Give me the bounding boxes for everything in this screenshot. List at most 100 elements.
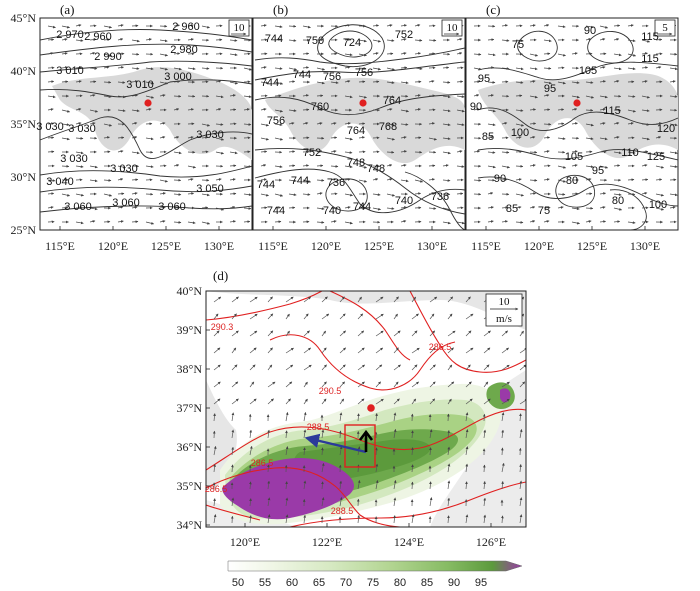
- x-tick-115e-panel-c: 115°E: [471, 239, 501, 253]
- wind-vector: [585, 38, 592, 41]
- panel-c-contour-label: 85: [482, 131, 494, 143]
- wind-vector: [442, 80, 451, 84]
- wind-vector: [571, 150, 578, 153]
- colorbar-labels: 50 55 60 65 70 75 80 85 90 95: [232, 577, 487, 589]
- wind-vector: [372, 24, 380, 27]
- x-tick-120e-panel-c: 120°E: [524, 239, 554, 253]
- wind-vector: [231, 313, 237, 320]
- wind-vector: [117, 220, 124, 223]
- panel-b-contour-label: 760: [311, 101, 329, 113]
- wind-vector: [229, 81, 238, 85]
- wind-vector: [249, 481, 252, 490]
- wind-vector: [411, 381, 419, 388]
- wind-vector: [288, 67, 298, 71]
- wind-vector: [501, 150, 510, 154]
- wind-vector: [47, 179, 56, 182]
- wind-vector: [89, 109, 99, 113]
- wind-vector: [344, 80, 351, 83]
- wind-vector: [267, 364, 273, 371]
- wind-vector: [274, 123, 283, 127]
- panel-c-contour-label: 80: [566, 175, 578, 187]
- wind-vector: [487, 165, 496, 169]
- wind-vector: [316, 192, 323, 195]
- panel-d-ref-value: 10: [499, 296, 511, 308]
- wind-vector: [442, 207, 452, 211]
- wind-vector: [515, 136, 522, 139]
- wind-vector: [515, 178, 522, 181]
- wind-vector: [483, 381, 489, 388]
- panel-b-wind-vectors: [260, 24, 465, 225]
- wind-vector: [159, 81, 169, 85]
- wind-vector: [655, 207, 665, 211]
- wind-vector: [400, 38, 407, 41]
- wind-vector: [501, 429, 505, 439]
- wind-vector: [442, 137, 451, 141]
- wind-vector: [357, 381, 365, 388]
- wind-vector: [187, 165, 196, 169]
- wind-vector: [61, 206, 69, 210]
- wind-vector: [131, 122, 138, 125]
- panel-b-contour-label: 756: [355, 67, 373, 79]
- panel-c-contour-label: 115: [641, 53, 659, 65]
- wind-vector: [215, 178, 222, 181]
- panel-a-contour-label: 3 030: [110, 163, 138, 175]
- wind-vector: [447, 430, 451, 439]
- panel-b-contour-label: 748: [367, 163, 385, 175]
- panel-d-track-arrow: [304, 433, 367, 454]
- wind-vector: [339, 296, 345, 303]
- wind-vector: [131, 67, 140, 70]
- panel-b-contour-label: 764: [347, 125, 365, 137]
- wind-vector: [627, 178, 635, 182]
- wind-vector: [519, 480, 523, 490]
- wind-vector: [372, 207, 381, 211]
- panel-b-contour-label: 748: [347, 157, 365, 169]
- wind-vector: [285, 381, 293, 388]
- wind-vector: [400, 52, 407, 55]
- wind-vector: [400, 66, 408, 70]
- panel-d-y-axis: 40°N 39°N 38°N 37°N 36°N 35°N 34°N: [177, 284, 210, 532]
- wind-vector: [339, 330, 346, 337]
- wind-vector: [274, 193, 284, 197]
- panel-b-contour-label: 736: [431, 191, 449, 203]
- wind-vector: [357, 347, 365, 354]
- wind-vector: [267, 313, 274, 320]
- panel-c-contours: [477, 30, 678, 230]
- wind-vector: [599, 165, 609, 169]
- wind-vector: [414, 108, 421, 111]
- wind-vector: [447, 364, 453, 371]
- wind-vector: [243, 220, 251, 224]
- wind-vector: [249, 498, 252, 507]
- wind-vector: [47, 108, 54, 111]
- wind-vector: [447, 398, 452, 405]
- wind-vector: [288, 39, 297, 42]
- wind-vector: [414, 38, 423, 42]
- wind-vector: [117, 178, 124, 181]
- wind-vector: [400, 109, 409, 113]
- wind-vector: [655, 165, 665, 169]
- wind-vector: [229, 108, 237, 112]
- panel-b-contour-label: 744: [267, 205, 285, 217]
- x-tick-125e-panel-a: 125°E: [151, 239, 181, 253]
- wind-vector: [599, 66, 606, 69]
- panel-a-contour-label: 3 030: [60, 153, 88, 165]
- wind-vector: [375, 313, 384, 320]
- wind-vector: [330, 164, 339, 168]
- wind-vector: [131, 178, 139, 182]
- wind-vector: [429, 330, 436, 337]
- wind-vector: [321, 398, 327, 405]
- wind-vector: [501, 220, 508, 223]
- wind-vector: [344, 24, 351, 27]
- wind-vector: [456, 109, 465, 113]
- wind-vector: [483, 481, 486, 490]
- wind-vector: [117, 192, 125, 196]
- wind-vector: [302, 52, 310, 56]
- wind-vector: [303, 398, 308, 405]
- wind-vector: [515, 123, 525, 127]
- wind-vector: [627, 151, 636, 155]
- x-tick-115e-panel-a: 115°E: [45, 239, 75, 253]
- wind-vector: [316, 164, 324, 168]
- wind-vector: [213, 364, 221, 371]
- wind-vector: [339, 364, 346, 371]
- wind-vector: [302, 108, 310, 112]
- wind-vector: [103, 193, 113, 197]
